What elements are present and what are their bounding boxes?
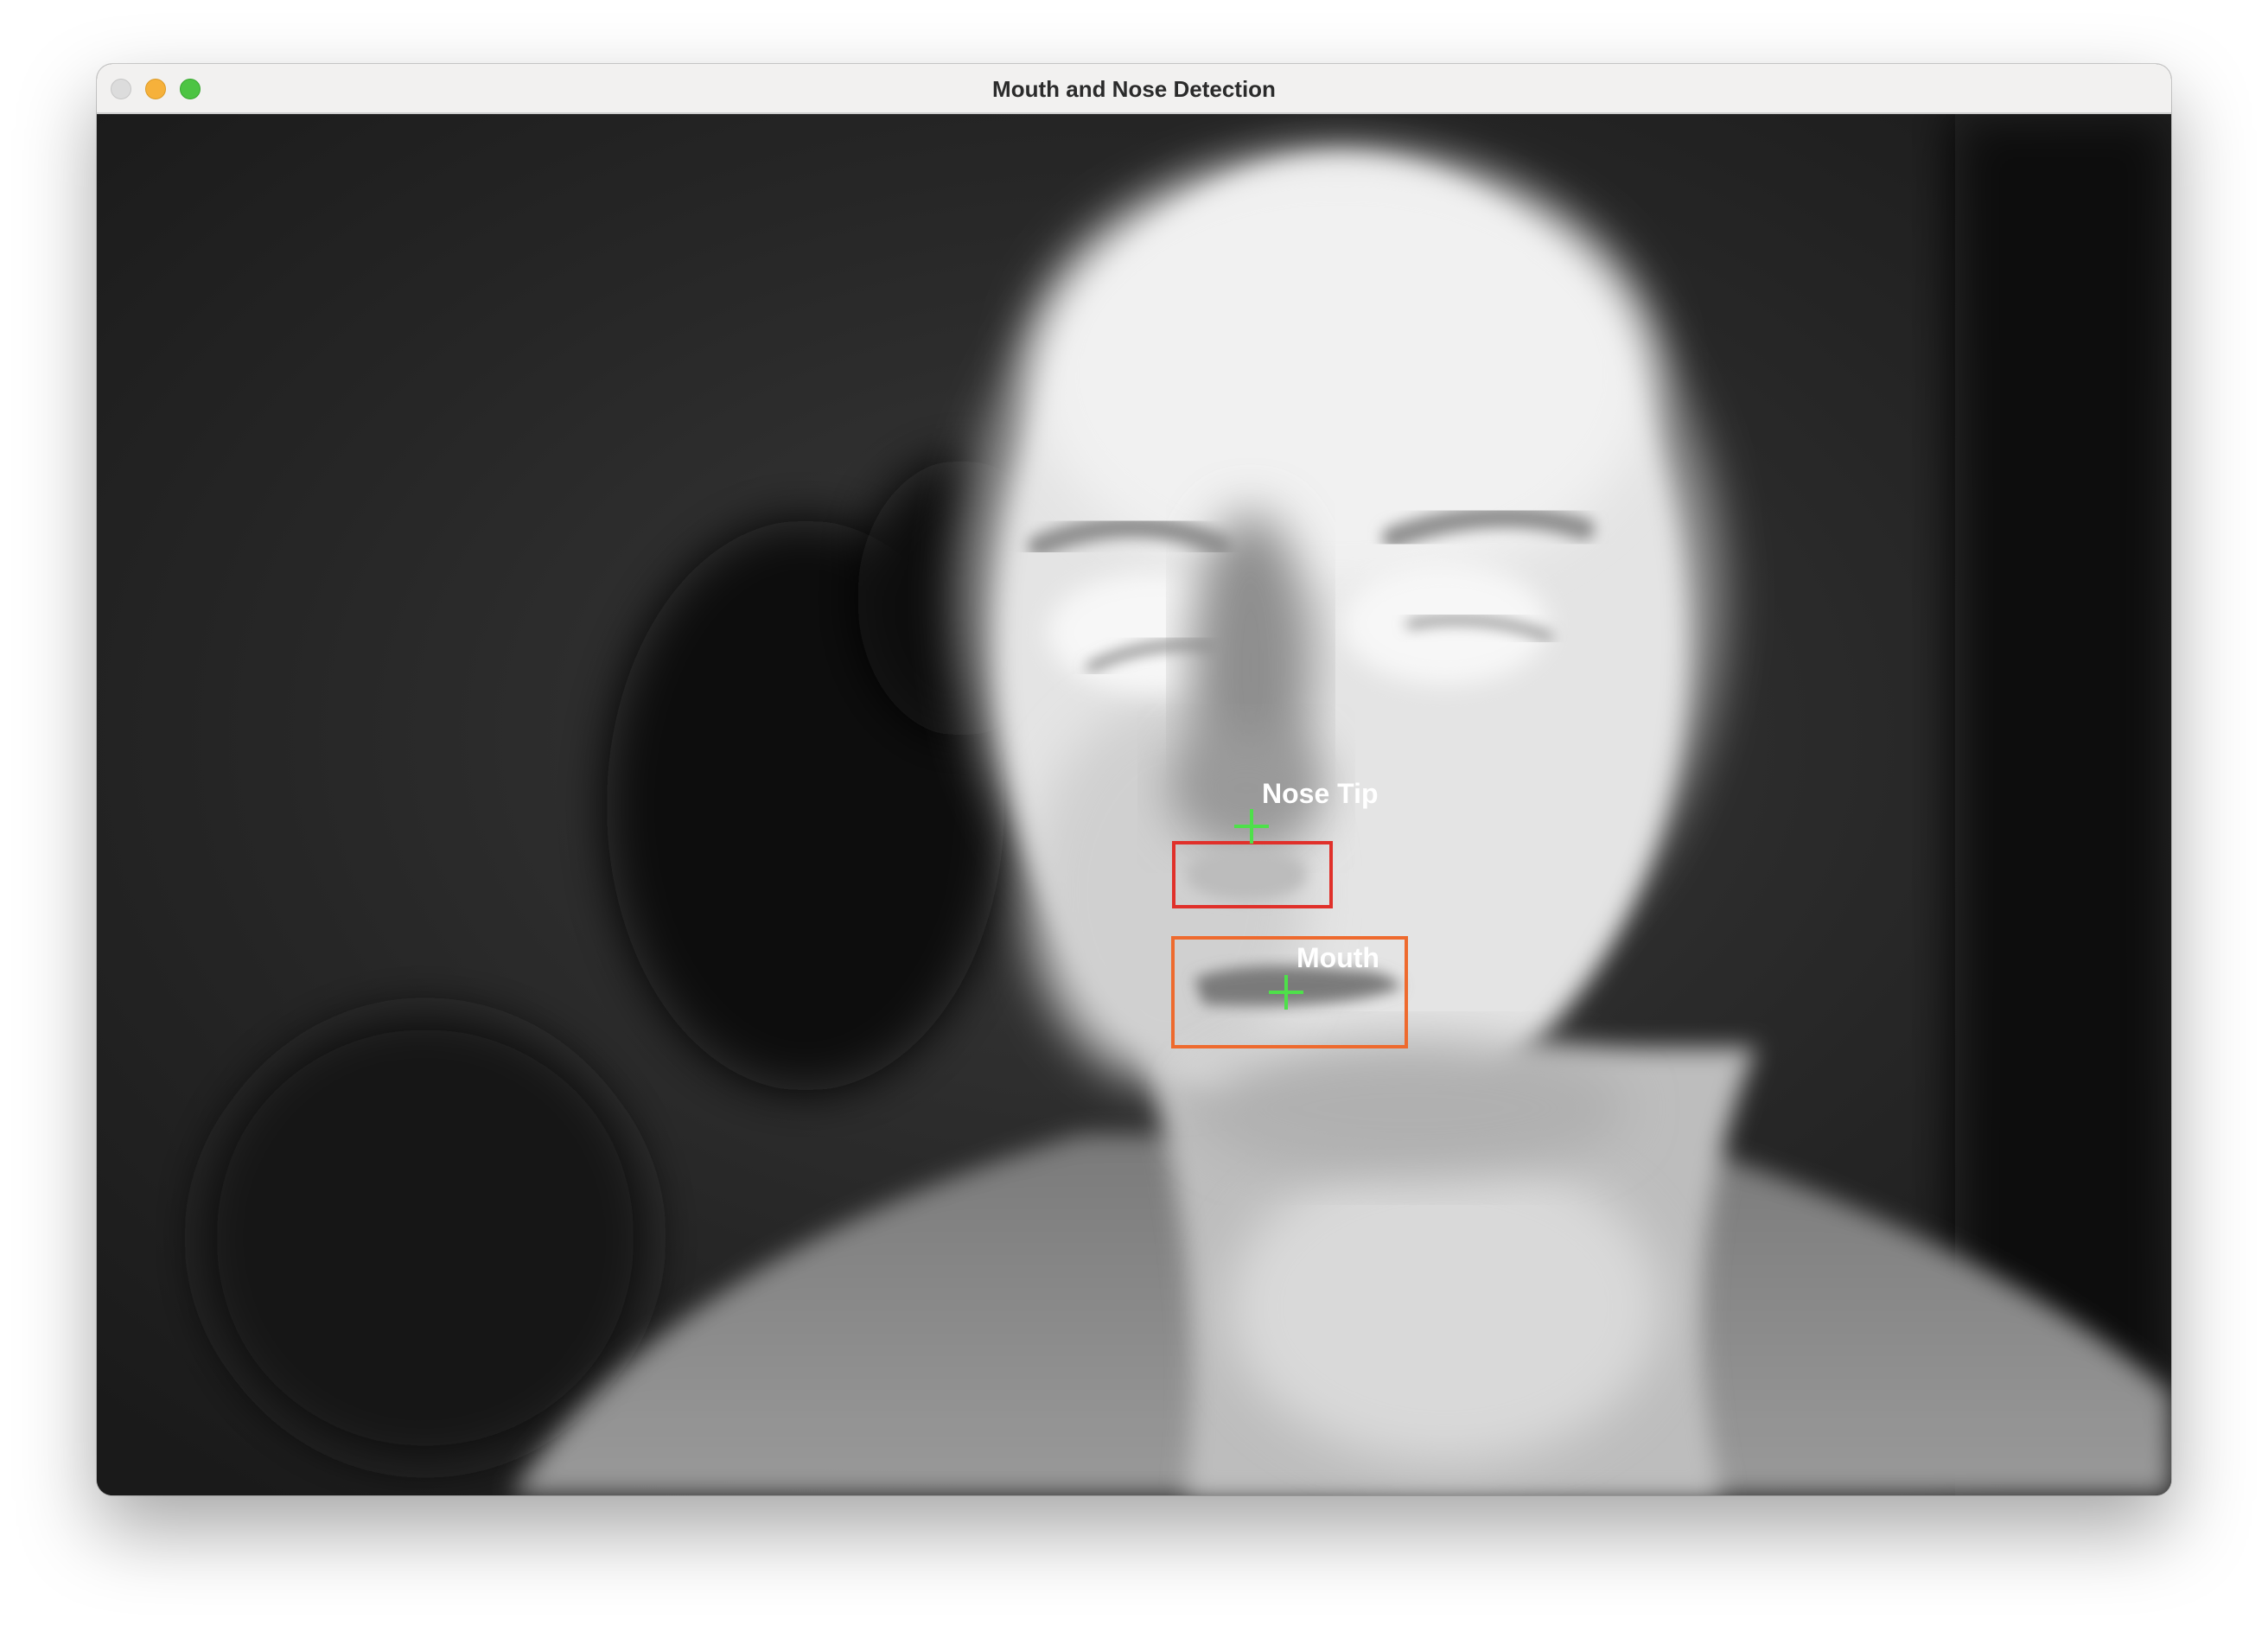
nose-tip-marker [1234,809,1269,844]
minimize-button[interactable] [145,79,166,99]
zoom-button[interactable] [180,79,201,99]
camera-view: Nose Tip Mouth [97,114,2171,1495]
under-nose [1186,849,1307,901]
mouth-marker [1269,975,1303,1010]
right-eyebrow [1382,506,1595,549]
app-window: Mouth and Nose Detection [97,64,2171,1495]
close-button[interactable] [111,79,131,99]
mouth-label: Mouth [1296,942,1379,973]
nose-tip [1169,728,1324,849]
dark-patch [201,1013,650,1462]
mouth-shape [1195,965,1402,1006]
thermal-frame: Nose Tip Mouth [97,114,2171,1495]
nose-tip-label: Nose Tip [1262,778,1379,809]
chin-shadow [1195,1039,1627,1177]
neck-highlight [1229,1151,1661,1462]
title-bar[interactable]: Mouth and Nose Detection [97,64,2171,114]
dark-right-band [1955,114,2171,1495]
forehead [1030,157,1653,589]
mouth-bounding-box [1171,936,1408,1048]
window-title: Mouth and Nose Detection [992,76,1276,102]
right-eye [1406,615,1553,641]
left-eyebrow [1028,515,1232,558]
